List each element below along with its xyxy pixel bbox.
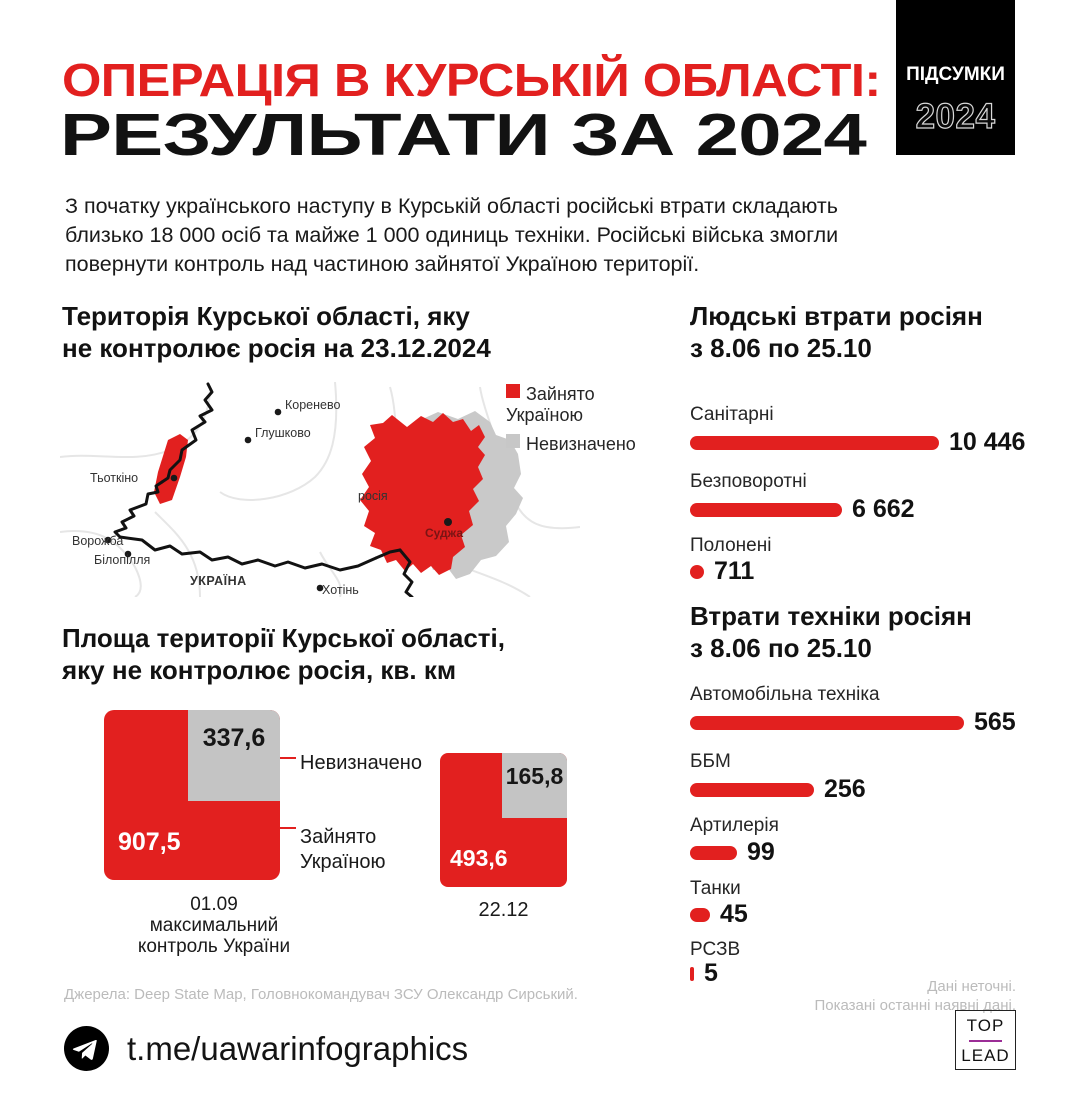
svg-text:Ворожба: Ворожба: [72, 534, 123, 548]
svg-text:Білопілля: Білопілля: [94, 553, 150, 567]
svg-text:2024: 2024: [916, 97, 996, 136]
svg-text:росія: росія: [358, 489, 388, 503]
svg-text:УКРАЇНА: УКРАЇНА: [190, 573, 247, 588]
svg-text:Суджа: Суджа: [425, 526, 463, 540]
svg-text:Тьоткіно: Тьоткіно: [90, 471, 138, 485]
svg-text:Коренево: Коренево: [285, 398, 340, 412]
svg-text:Хотінь: Хотінь: [322, 583, 359, 597]
svg-text:Глушково: Глушково: [255, 426, 311, 440]
